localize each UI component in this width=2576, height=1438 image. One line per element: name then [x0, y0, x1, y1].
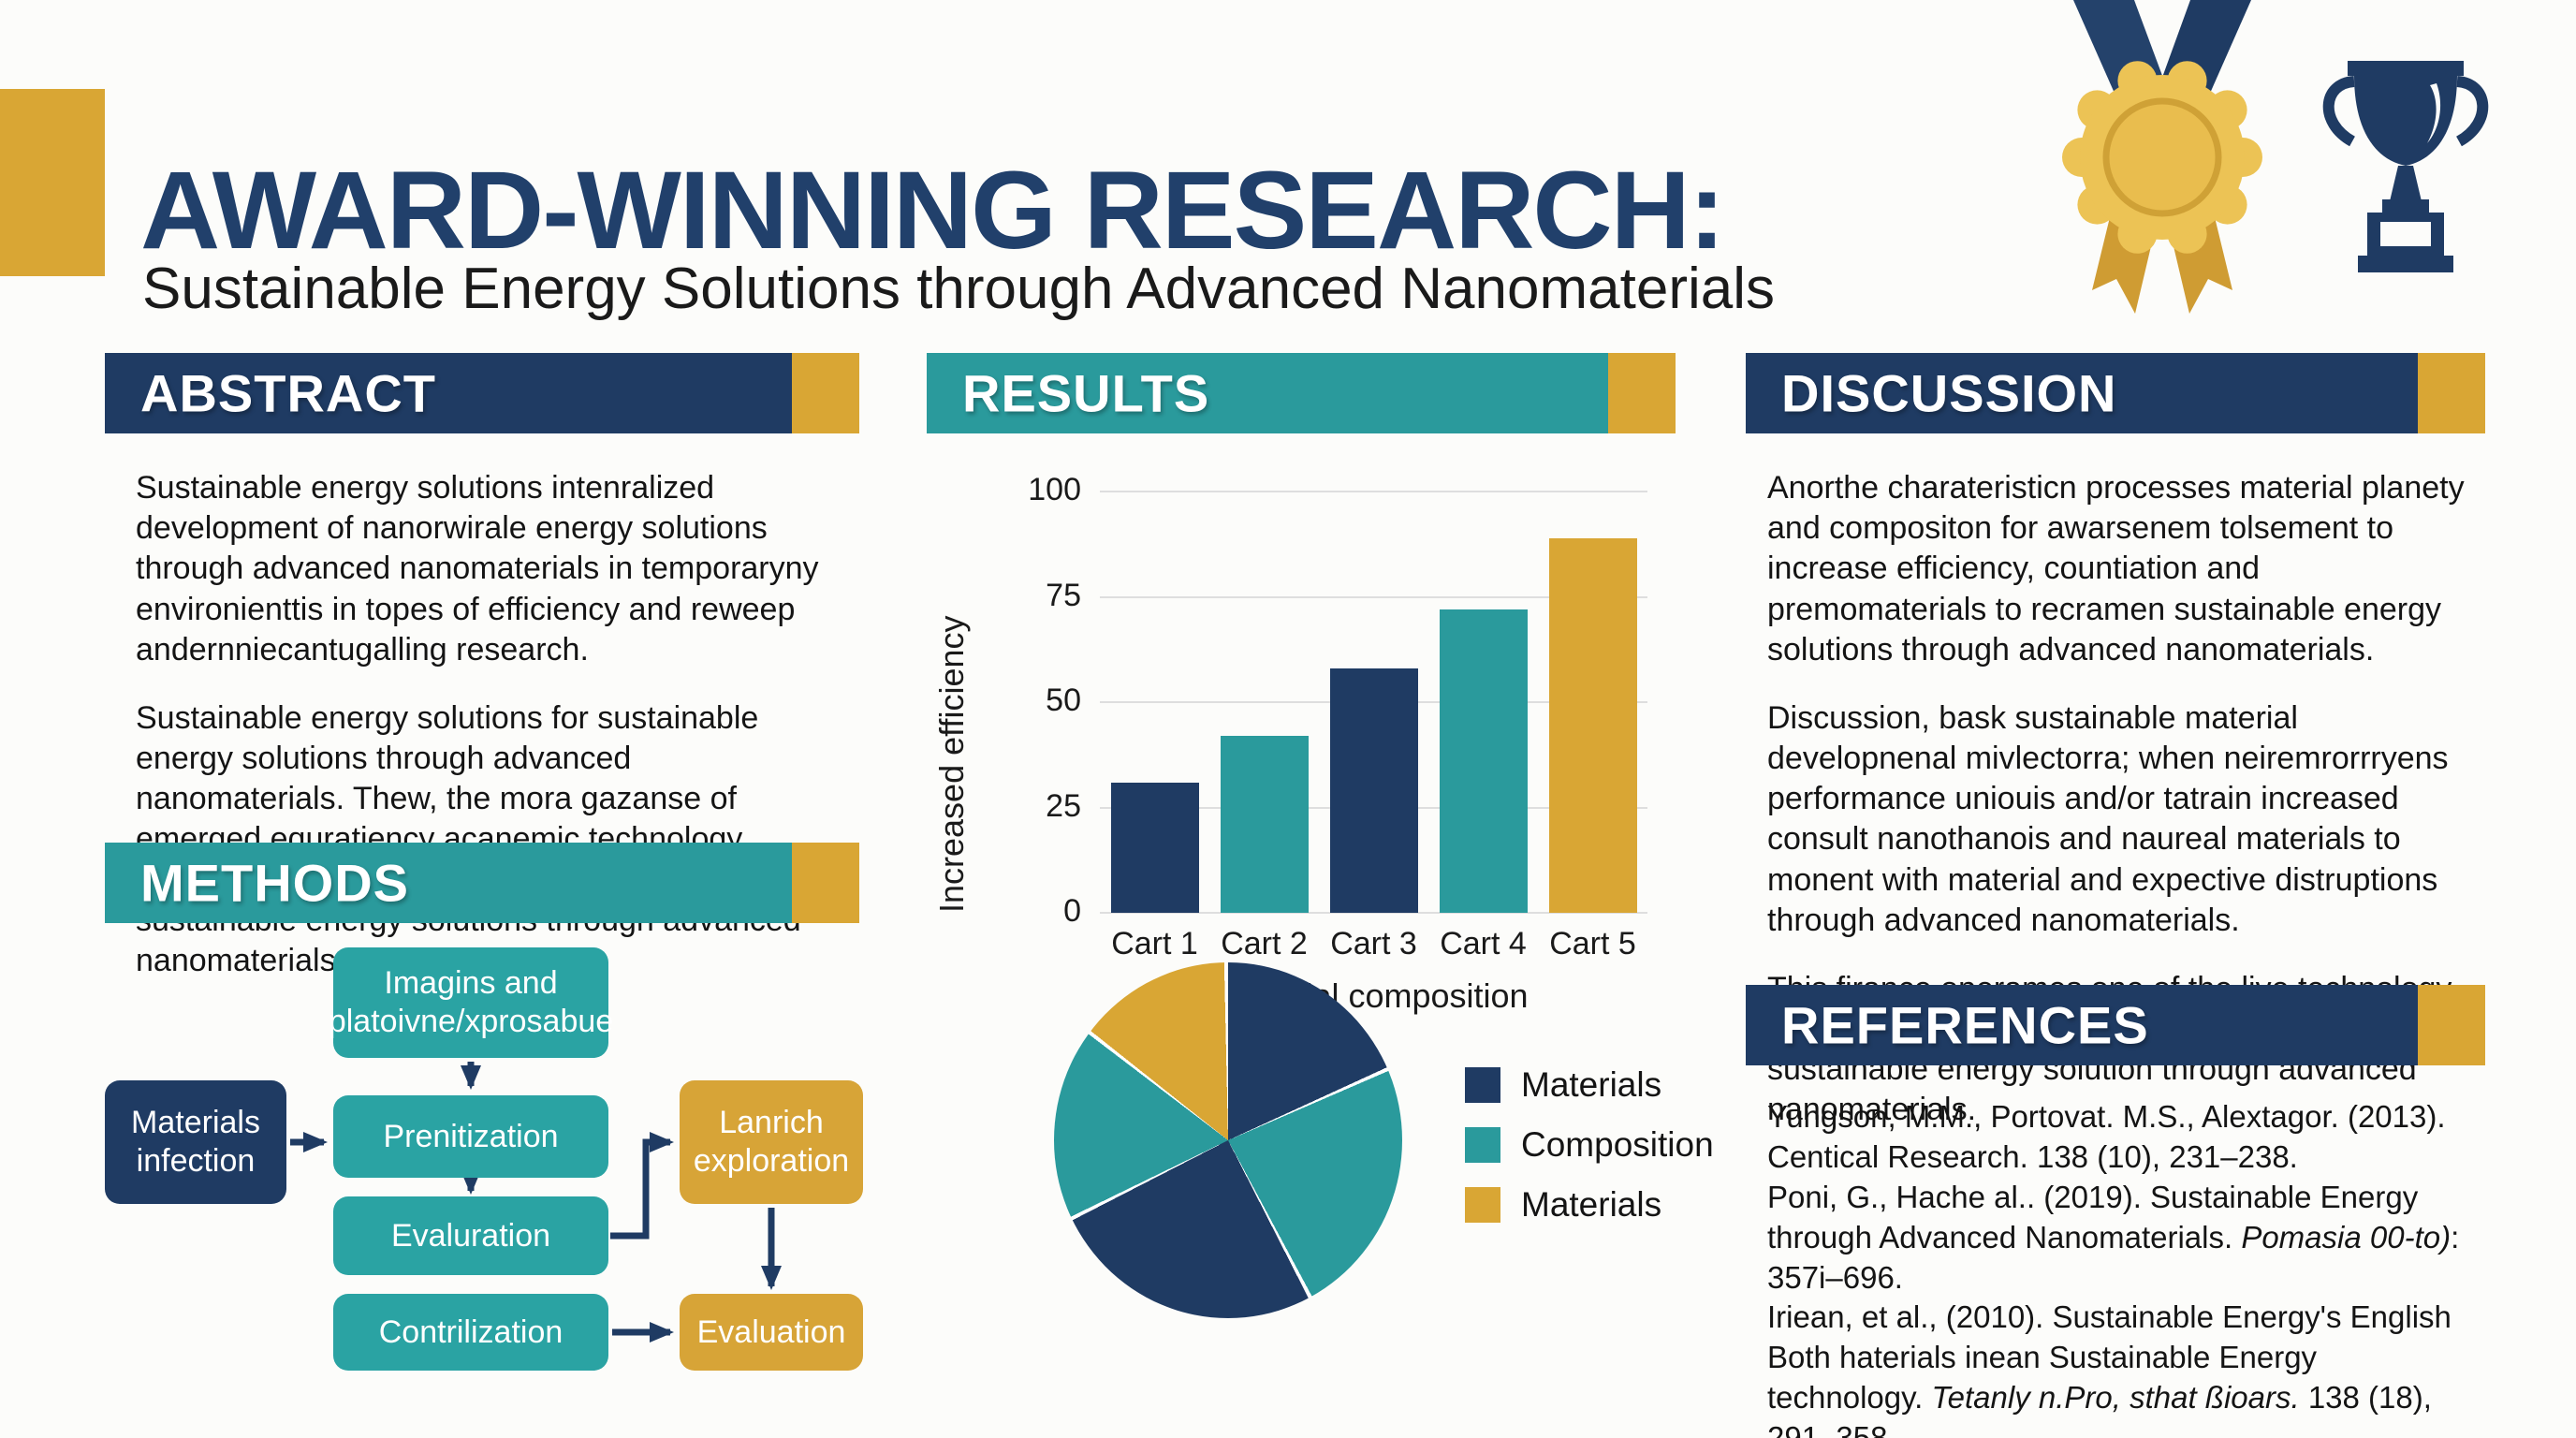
references-section-header: REFERENCES — [1746, 985, 2485, 1065]
discussion-header-bar — [1746, 353, 2485, 433]
legend-label: Composition — [1521, 1125, 1714, 1164]
methods-flowchart: Imagins and platoivne/xprosabue Material… — [105, 947, 863, 1387]
references-header-gold-cap — [2418, 985, 2485, 1065]
references-list: Yungson, M.M., Portovat. M.S., Alextagor… — [1767, 1097, 2465, 1438]
results-header-bar — [927, 353, 1676, 433]
reference-item: Poni, G., Hache al.. (2019). Sustainable… — [1767, 1179, 2460, 1295]
pie-graphic — [1054, 962, 1402, 1318]
reference-item: Iriean, et al., (2010). Sustainable Ener… — [1767, 1299, 2452, 1438]
abstract-header-gold-cap — [792, 353, 859, 433]
abstract-paragraph: Sustainable energy solutions for sustain… — [136, 699, 801, 978]
bar-cart-3 — [1329, 668, 1418, 913]
y-tick-label: 0 — [1063, 893, 1081, 929]
abstract-section-header: ABSTRACT — [105, 353, 859, 433]
pie-legend: Materials Composition Materials — [1465, 1065, 1714, 1245]
gridline — [1100, 595, 1647, 598]
methods-section-header: METHODS — [105, 843, 859, 923]
discussion-paragraph: Discussion, bask sustainable material de… — [1767, 699, 2449, 938]
trophy-icon — [2322, 61, 2489, 272]
gridline — [1100, 491, 1647, 492]
references-header-bar — [1746, 985, 2485, 1065]
flow-node-evaluration: Evaluration — [333, 1196, 608, 1275]
results-pie-chart: Materials Composition Materials — [1030, 955, 1714, 1376]
legend-label: Materials — [1521, 1185, 1662, 1224]
bar-cart-5 — [1548, 537, 1637, 913]
poster-title: AWARD-WINNING RESEARCH: — [140, 149, 1725, 273]
results-section-header: RESULTS — [927, 353, 1676, 433]
legend-swatch — [1465, 1127, 1500, 1163]
flow-node-contrilization: Contrilization — [333, 1294, 608, 1371]
bar-cart-4 — [1439, 609, 1528, 913]
x-category-label: Cart 4 — [1440, 926, 1527, 961]
results-header-gold-cap — [1608, 353, 1676, 433]
legend-label: Materials — [1521, 1065, 1662, 1104]
methods-header-gold-cap — [792, 843, 859, 923]
legend-swatch — [1465, 1187, 1500, 1223]
abstract-header-bar — [105, 353, 859, 433]
legend-item: Materials — [1465, 1185, 1714, 1225]
abstract-text: Sustainable energy solutions intenralize… — [136, 468, 824, 1009]
bar-chart-plot-area: 0 25 50 75 100 Cart 1 Cart 2 Cart 3 Cart 4 Cart 5 — [1028, 472, 1647, 961]
flow-node-prenitization: Prenitization — [333, 1095, 608, 1178]
gridline — [1100, 912, 1647, 914]
x-category-label: Cart 2 — [1221, 926, 1308, 961]
flow-node-lanrich-exploration: Lanrich exploration — [680, 1080, 863, 1204]
y-tick-label: 75 — [1046, 577, 1081, 613]
legend-swatch — [1465, 1067, 1500, 1103]
methods-heading: METHODS — [140, 853, 409, 913]
award-medal-icon — [2062, 0, 2262, 314]
flow-node-materials-infection: Materials infection — [105, 1080, 286, 1204]
flow-node-imaging: Imagins and platoivne/xprosabue — [329, 947, 613, 1058]
bar-cart-1 — [1110, 782, 1199, 913]
abstract-heading: ABSTRACT — [140, 363, 436, 423]
flow-node-evaluation: Evaluation — [680, 1294, 863, 1371]
x-category-label: Cart 5 — [1549, 926, 1636, 961]
y-tick-label: 50 — [1046, 682, 1081, 718]
abstract-paragraph: Sustainable energy solutions intenralize… — [136, 470, 819, 668]
x-category-label: Cart 1 — [1111, 926, 1198, 961]
legend-item: Materials — [1465, 1065, 1714, 1105]
bar-cart-2 — [1220, 736, 1309, 913]
results-heading: RESULTS — [962, 363, 1210, 423]
legend-item: Composition — [1465, 1125, 1714, 1165]
methods-header-bar — [105, 843, 859, 923]
bar-chart-y-axis-label: Increased efficiency — [932, 615, 971, 913]
discussion-paragraph: Anorthe charateristicn processes materia… — [1767, 470, 2465, 668]
poster-subtitle: Sustainable Energy Solutions through Adv… — [142, 257, 1775, 322]
y-tick-label: 100 — [1028, 472, 1081, 507]
reference-item: Yungson, M.M., Portovat. M.S., Alextagor… — [1767, 1099, 2446, 1174]
y-tick-label: 25 — [1046, 787, 1081, 824]
x-category-label: Cart 3 — [1330, 926, 1417, 961]
flowchart-arrows — [290, 1062, 782, 1343]
discussion-heading: DISCUSSION — [1781, 363, 2117, 423]
discussion-section-header: DISCUSSION — [1746, 353, 2485, 433]
references-heading: REFERENCES — [1781, 995, 2149, 1055]
results-bar-chart: Increased efficiency 0 25 50 75 100 Cart 1 Car… — [927, 463, 1676, 1025]
gold-accent-block — [0, 89, 105, 276]
discussion-header-gold-cap — [2418, 353, 2485, 433]
